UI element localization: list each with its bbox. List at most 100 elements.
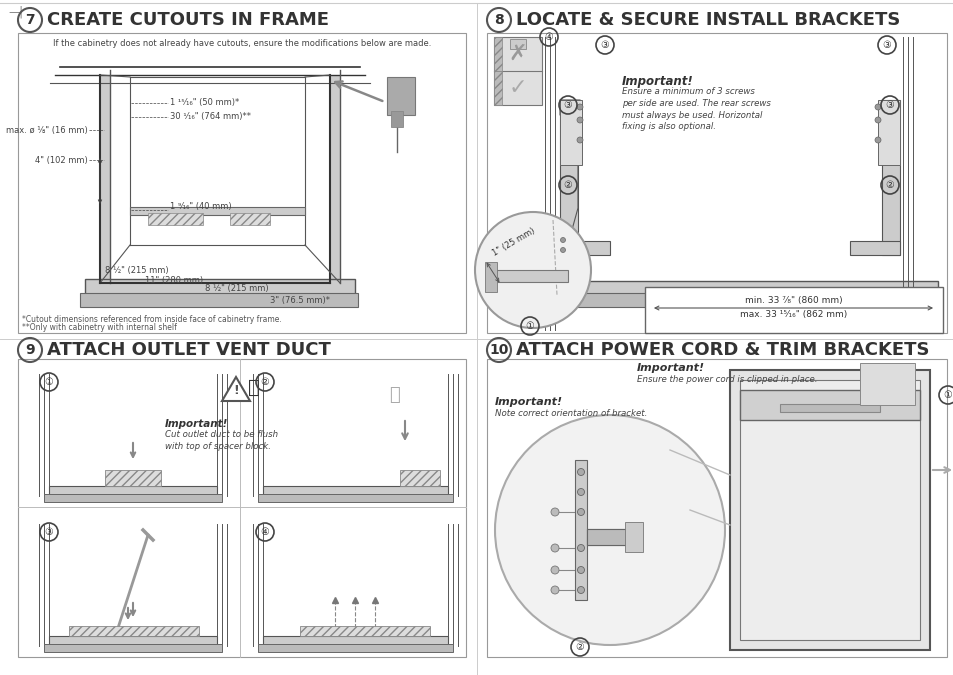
Text: ✋: ✋	[248, 377, 259, 396]
Circle shape	[577, 566, 584, 574]
Text: ②: ②	[884, 180, 893, 190]
Text: max. 33 ¹⁵⁄₁₆" (862 mm): max. 33 ¹⁵⁄₁₆" (862 mm)	[740, 310, 846, 319]
Text: CREATE CUTOUTS IN FRAME: CREATE CUTOUTS IN FRAME	[47, 11, 329, 29]
Bar	[230, 213, 270, 225]
Text: 11" (280 mm): 11" (280 mm)	[145, 275, 203, 284]
Circle shape	[475, 212, 590, 328]
Bar	[877, 100, 899, 165]
Text: Important!: Important!	[495, 397, 562, 407]
Bar	[257, 494, 453, 502]
Text: 30 ¹⁄₁₆" (764 mm)**: 30 ¹⁄₁₆" (764 mm)**	[170, 113, 251, 122]
Text: 1 ⁹⁄₁₆" (40 mm): 1 ⁹⁄₁₆" (40 mm)	[170, 202, 232, 211]
Circle shape	[495, 415, 724, 645]
Bar	[740, 390, 919, 420]
Text: Important!: Important!	[621, 75, 693, 88]
Bar	[559, 100, 578, 255]
Text: 🔨: 🔨	[389, 386, 400, 404]
Text: 4" (102 mm): 4" (102 mm)	[35, 155, 88, 165]
Bar	[148, 213, 203, 225]
Text: *Cutout dimensions referenced from inside face of cabinetry frame.: *Cutout dimensions referenced from insid…	[22, 315, 281, 323]
Bar	[559, 241, 609, 255]
Bar	[494, 37, 541, 105]
Circle shape	[577, 468, 584, 475]
Text: ATTACH OUTLET VENT DUCT: ATTACH OUTLET VENT DUCT	[47, 341, 331, 359]
Bar	[586, 529, 628, 545]
Text: !: !	[233, 385, 238, 398]
Bar	[556, 293, 937, 307]
Bar	[85, 279, 355, 295]
Bar	[493, 270, 567, 282]
Circle shape	[577, 117, 582, 123]
Bar	[387, 77, 415, 115]
Text: ②: ②	[260, 377, 269, 387]
Bar	[299, 626, 430, 636]
Text: Ensure the power cord is clipped in place.: Ensure the power cord is clipped in plac…	[637, 375, 817, 384]
Circle shape	[577, 545, 584, 551]
Text: ④: ④	[260, 527, 269, 537]
Text: ✗: ✗	[508, 44, 527, 64]
Text: ③: ③	[45, 527, 53, 537]
Bar	[263, 486, 448, 496]
Circle shape	[560, 238, 565, 242]
Text: Important!: Important!	[637, 363, 704, 373]
Text: ③: ③	[563, 100, 572, 110]
Text: —: —	[8, 6, 20, 19]
Circle shape	[551, 508, 558, 516]
Bar	[486, 359, 946, 657]
Bar	[882, 100, 899, 255]
Bar	[44, 494, 222, 502]
Bar	[105, 470, 161, 486]
Text: **Only with cabinetry with internal shelf: **Only with cabinetry with internal shel…	[22, 323, 176, 333]
Text: ①: ①	[943, 390, 951, 400]
Text: ③: ③	[884, 100, 893, 110]
Circle shape	[577, 508, 584, 516]
Text: ①: ①	[45, 377, 53, 387]
Circle shape	[874, 137, 880, 143]
Bar	[740, 380, 919, 640]
Bar	[69, 626, 199, 636]
Text: ②: ②	[563, 180, 572, 190]
Bar	[624, 522, 642, 552]
Polygon shape	[222, 377, 250, 401]
Text: |: |	[18, 6, 22, 19]
Text: 1 ¹⁵⁄₁₆" (50 mm)*: 1 ¹⁵⁄₁₆" (50 mm)*	[170, 99, 239, 107]
Bar	[486, 33, 946, 333]
Bar	[849, 241, 899, 255]
Bar	[130, 207, 305, 215]
Text: 8: 8	[494, 13, 503, 27]
Bar	[80, 293, 357, 307]
Circle shape	[551, 586, 558, 594]
Circle shape	[577, 489, 584, 495]
Bar	[44, 644, 222, 652]
Bar	[484, 262, 497, 292]
Bar	[263, 636, 448, 646]
Bar	[18, 33, 465, 333]
Text: LOCATE & SECURE INSTALL BRACKETS: LOCATE & SECURE INSTALL BRACKETS	[516, 11, 900, 29]
Bar	[494, 37, 501, 71]
Text: 8 ½" (215 mm): 8 ½" (215 mm)	[105, 267, 169, 275]
Text: Cut outlet duct to be flush
with top of spacer block.: Cut outlet duct to be flush with top of …	[165, 430, 278, 451]
Bar	[556, 281, 937, 295]
Bar	[399, 470, 439, 486]
Circle shape	[551, 544, 558, 552]
Bar	[510, 39, 525, 49]
Text: Important!: Important!	[165, 419, 228, 429]
Text: 3" (76.5 mm)*: 3" (76.5 mm)*	[270, 296, 330, 304]
Bar	[49, 636, 216, 646]
Text: 10: 10	[489, 343, 508, 357]
Bar	[644, 287, 942, 333]
Bar	[575, 460, 586, 600]
Bar	[330, 75, 339, 283]
Bar	[49, 486, 216, 496]
Text: ③: ③	[882, 40, 890, 50]
Text: 9: 9	[25, 343, 34, 357]
Text: min. 33 ⁷⁄₈" (860 mm): min. 33 ⁷⁄₈" (860 mm)	[744, 296, 841, 306]
Text: Ensure a minimum of 3 screws
per side are used. The rear screws
must always be u: Ensure a minimum of 3 screws per side ar…	[621, 87, 770, 132]
Text: 8 ½" (215 mm): 8 ½" (215 mm)	[205, 284, 269, 294]
Circle shape	[577, 104, 582, 110]
Text: ②: ②	[575, 642, 584, 652]
Text: 1" (25 mm): 1" (25 mm)	[491, 226, 537, 258]
Text: ATTACH POWER CORD & TRIM BRACKETS: ATTACH POWER CORD & TRIM BRACKETS	[516, 341, 928, 359]
Bar	[859, 363, 914, 405]
Text: ✓: ✓	[508, 78, 527, 98]
